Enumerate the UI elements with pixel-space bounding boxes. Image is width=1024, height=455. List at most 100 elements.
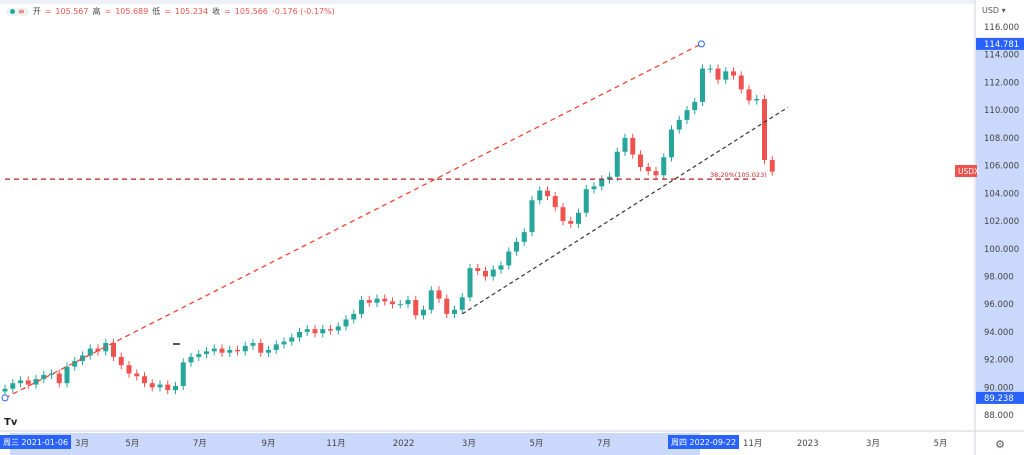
candle-body xyxy=(72,361,78,367)
y-tick-label: 100.000 xyxy=(984,245,1019,255)
settings-gear-icon[interactable]: ⚙ xyxy=(995,438,1005,451)
candle-body xyxy=(18,380,23,384)
candle-body xyxy=(498,265,504,270)
legend-toggle[interactable]: ≡ xyxy=(6,6,29,16)
candle-body xyxy=(149,383,155,388)
x-tick-label: 5月 xyxy=(529,439,543,449)
candle-body xyxy=(754,99,760,101)
open-value: 105.567 xyxy=(55,7,89,16)
visibility-dot-icon xyxy=(10,8,15,14)
candle-body xyxy=(738,75,744,90)
crosshair-date-right xyxy=(668,435,740,449)
tradingview-logo-icon: Tv xyxy=(4,417,18,428)
price-axis-selection xyxy=(976,44,1024,397)
candle-body xyxy=(576,212,581,224)
y-tick-label: 104.000 xyxy=(984,189,1019,199)
candle-body xyxy=(49,373,54,375)
ohlc-legend: ≡ 开 = 105.567 高 = 105.689 低 = 105.234 收 = 105.56… xyxy=(6,6,335,17)
candle-body xyxy=(80,355,85,362)
high-price-marker xyxy=(976,37,1024,50)
candle-body xyxy=(591,186,597,190)
candle-body xyxy=(483,270,488,277)
candle-body xyxy=(552,196,558,208)
trend-line-red xyxy=(4,43,702,399)
y-tick-label: 108.000 xyxy=(984,134,1019,144)
candle-body xyxy=(95,348,101,352)
candle-body xyxy=(10,383,16,389)
candle-body xyxy=(506,251,512,266)
candle-body xyxy=(258,343,264,353)
symbol-tag-text: USDX xyxy=(958,167,979,176)
candle-body xyxy=(312,329,318,334)
close-label: 收 xyxy=(212,7,221,16)
candle-body xyxy=(111,343,116,357)
candle-body xyxy=(273,344,279,350)
candle-body xyxy=(545,190,550,197)
menu-icon: ≡ xyxy=(18,6,25,16)
candle-body xyxy=(707,68,713,70)
candle-body xyxy=(25,380,31,385)
candle-body xyxy=(452,309,457,314)
fib-level-label: 38.20%(105.023) xyxy=(710,171,767,179)
candle-body xyxy=(41,374,47,380)
candle-body xyxy=(118,356,124,366)
x-tick-label: 9月 xyxy=(262,439,276,449)
candle-body xyxy=(692,101,698,111)
candle-body xyxy=(297,331,302,338)
candle-body xyxy=(227,349,233,353)
candle-body xyxy=(428,290,434,310)
candle-body xyxy=(607,176,612,180)
candle-body xyxy=(266,349,271,353)
candle-body xyxy=(250,343,256,346)
y-tick-label: 90.000 xyxy=(984,383,1014,393)
candle-body xyxy=(374,298,380,303)
high-price-text: 114.781 xyxy=(984,40,1019,50)
candle-body xyxy=(335,326,341,331)
candle-body xyxy=(196,354,202,357)
candle-body xyxy=(638,154,643,167)
candle-body xyxy=(242,345,248,352)
candle-body xyxy=(413,300,419,316)
x-tick-label: 11月 xyxy=(326,439,345,449)
candle-body xyxy=(382,298,388,302)
candle-body xyxy=(405,300,411,305)
y-tick-label: 92.000 xyxy=(984,356,1014,366)
low-price-text: 89.238 xyxy=(984,394,1014,404)
low-label: 低 xyxy=(152,7,161,16)
candle-body xyxy=(614,151,620,177)
candle-body xyxy=(351,313,357,320)
x-tick-label: 3月 xyxy=(462,439,476,449)
y-tick-label: 102.000 xyxy=(984,217,1019,227)
candle-body xyxy=(622,137,628,152)
candle-body xyxy=(142,376,147,384)
top-border xyxy=(0,0,975,4)
x-tick-label: 2023 xyxy=(797,439,819,449)
y-tick-label: 114.000 xyxy=(984,51,1019,61)
low-value: 105.234 xyxy=(175,7,209,16)
candle-body xyxy=(165,384,171,391)
high-value: 105.689 xyxy=(115,7,149,16)
candle-body xyxy=(684,110,690,120)
candle-body xyxy=(746,89,752,101)
crosshair-date-right-text: 周四 2022-09-22 xyxy=(671,438,736,447)
candle-body xyxy=(436,290,442,299)
candle-body xyxy=(397,304,403,306)
candle-body xyxy=(281,341,287,345)
y-tick-label: 110.000 xyxy=(984,106,1019,116)
candle-body xyxy=(630,137,636,155)
x-tick-label: 5月 xyxy=(125,439,139,449)
candle-body xyxy=(653,171,659,176)
candle-body xyxy=(421,309,426,316)
candle-body xyxy=(568,221,574,224)
candle-body xyxy=(56,373,62,384)
candle-body xyxy=(64,366,70,384)
candle-body xyxy=(444,298,450,314)
candle-body xyxy=(180,362,186,386)
candle-body xyxy=(560,207,566,222)
y-tick-label: 116.000 xyxy=(984,23,1019,33)
y-tick-label: 112.000 xyxy=(984,78,1019,88)
candle-body xyxy=(343,319,349,327)
candle-body xyxy=(157,384,163,388)
change-value: -0.176 (-0.17%) xyxy=(271,7,335,16)
